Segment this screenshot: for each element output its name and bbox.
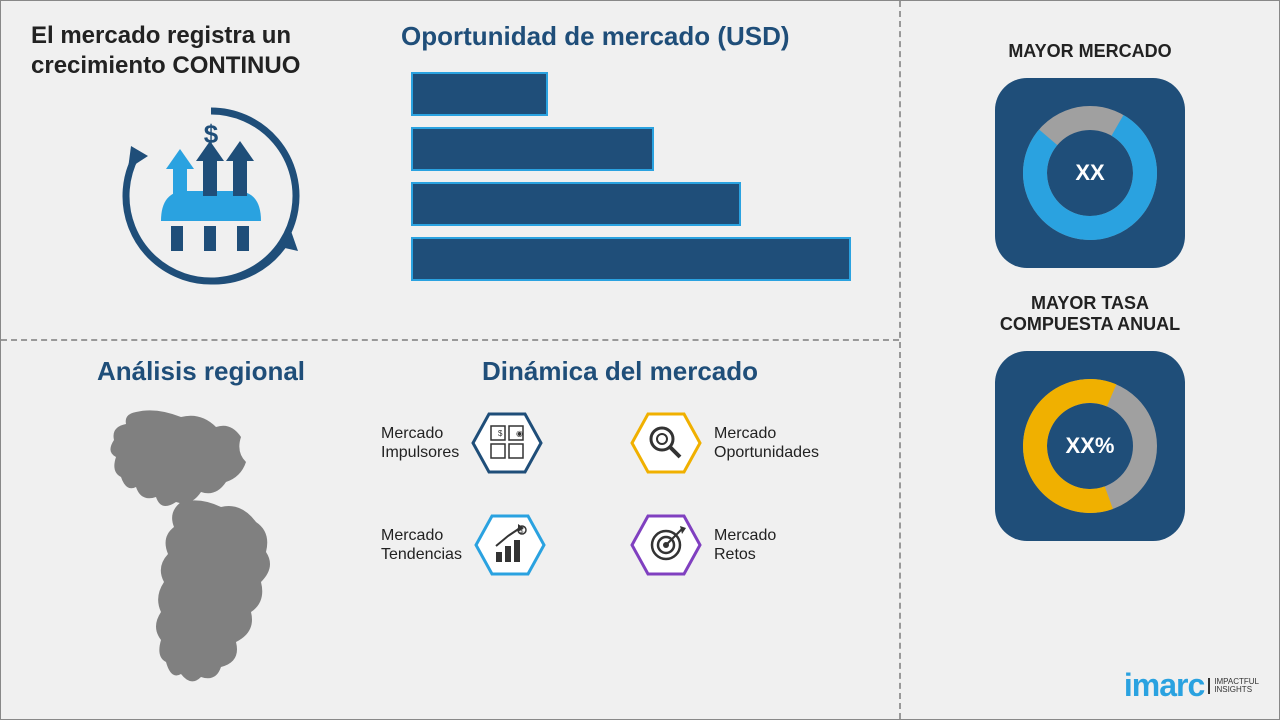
- left-panel: El mercado registra un crecimiento CONTI…: [1, 1, 901, 719]
- hex-icon-target: [630, 514, 702, 576]
- donut1-center: XX: [1075, 160, 1104, 186]
- logo-tagline: IMPACTFUL INSIGHTS: [1208, 678, 1259, 694]
- opportunity-title: Oportunidad de mercado (USD): [401, 21, 869, 52]
- svg-text:$: $: [498, 429, 503, 438]
- dyn-label-2: Mercado Tendencias: [381, 526, 462, 564]
- dyn-item-retos: Mercado Retos: [630, 514, 859, 576]
- donut1-card: XX: [995, 78, 1185, 268]
- opportunity-block: Oportunidad de mercado (USD): [391, 21, 869, 329]
- regional-block: Análisis regional: [31, 356, 371, 704]
- dyn-label-3: Mercado Retos: [714, 526, 776, 564]
- growth-title-l2: crecimiento CONTINUO: [31, 52, 300, 79]
- dyn-label-0: Mercado Impulsores: [381, 424, 459, 462]
- donut2-title: MAYOR TASA COMPUESTA ANUAL: [1000, 293, 1180, 336]
- donut1-title: MAYOR MERCADO: [1008, 41, 1171, 63]
- growth-title: El mercado registra un crecimiento CONTI…: [31, 21, 391, 81]
- dynamics-title: Dinámica del mercado: [371, 356, 869, 387]
- dyn-item-oportunidades: Mercado Oportunidades: [630, 412, 859, 474]
- growth-icon: $: [31, 91, 391, 306]
- top-section: El mercado registra un crecimiento CONTI…: [1, 1, 899, 341]
- donut2-card: XX%: [995, 351, 1185, 541]
- bar-3: [411, 182, 741, 226]
- dyn-item-impulsores: Mercado Impulsores $ ◉: [381, 412, 610, 474]
- map-icon: [31, 402, 371, 697]
- logo-brand: imarc: [1124, 667, 1204, 704]
- dyn-label-1: Mercado Oportunidades: [714, 424, 819, 462]
- opportunity-bars: [411, 72, 869, 281]
- dynamics-grid: Mercado Impulsores $ ◉: [371, 412, 869, 576]
- hex-icon-search: [630, 412, 702, 474]
- regional-title: Análisis regional: [31, 356, 371, 387]
- hex-icon-grid: $ ◉: [471, 412, 543, 474]
- growth-title-l1: El mercado registra un: [31, 22, 291, 49]
- donut2-center: XX%: [1066, 433, 1115, 459]
- dynamics-block: Dinámica del mercado Mercado Impulsores: [371, 356, 869, 704]
- bottom-section: Análisis regional Dinámica del mercado M…: [1, 341, 899, 719]
- bar-2: [411, 127, 654, 171]
- right-panel: MAYOR MERCADO XX MAYOR TASA COMPUESTA AN…: [901, 1, 1279, 719]
- dyn-item-tendencias: Mercado Tendencias $: [381, 514, 610, 576]
- growth-block: El mercado registra un crecimiento CONTI…: [31, 21, 391, 329]
- logo: imarc IMPACTFUL INSIGHTS: [1124, 667, 1259, 704]
- hex-icon-chart: $: [474, 514, 546, 576]
- svg-text:◉: ◉: [516, 429, 523, 438]
- bar-4: [411, 237, 851, 281]
- bar-1: [411, 72, 548, 116]
